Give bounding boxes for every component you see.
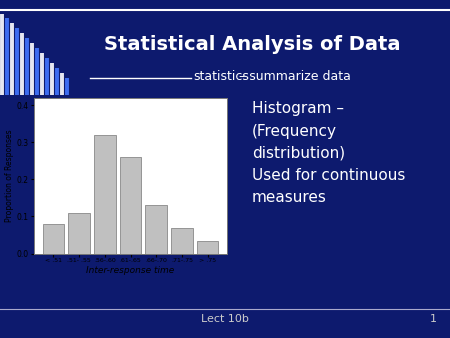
Text: Lect 10b: Lect 10b <box>201 314 249 324</box>
Y-axis label: Proportion of Responses: Proportion of Responses <box>5 129 14 222</box>
Bar <box>171 227 193 254</box>
Bar <box>68 213 90 254</box>
Text: Statistical Analysis of Data: Statistical Analysis of Data <box>104 35 400 54</box>
Bar <box>120 157 141 254</box>
Text: 1: 1 <box>429 314 436 324</box>
Text: Histogram –
(Frequency
distribution)
Used for continuous
measures: Histogram – (Frequency distribution) Use… <box>252 101 405 205</box>
Text: statistics: statistics <box>194 70 249 82</box>
X-axis label: Inter-response time: Inter-response time <box>86 266 175 275</box>
Text: – summarize data: – summarize data <box>235 70 351 82</box>
Bar <box>197 241 218 254</box>
Bar <box>145 206 167 254</box>
Bar <box>94 135 116 254</box>
Bar <box>43 224 64 254</box>
